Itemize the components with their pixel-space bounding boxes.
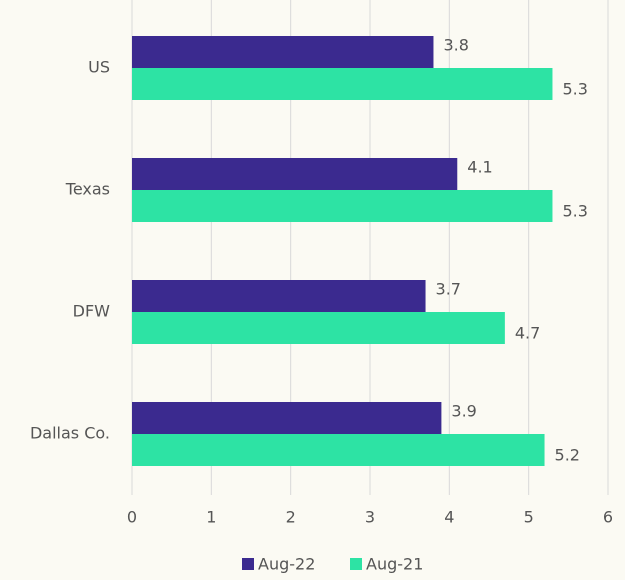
x-tick-label: 3 <box>365 508 375 527</box>
x-tick-label: 1 <box>206 508 216 527</box>
x-tick-label: 0 <box>127 508 137 527</box>
data-label: 3.9 <box>451 402 476 421</box>
data-label: 3.7 <box>436 280 461 299</box>
x-tick-label: 6 <box>603 508 613 527</box>
legend-swatch <box>350 558 362 570</box>
data-label: 3.8 <box>443 36 468 55</box>
x-tick-label: 4 <box>444 508 454 527</box>
x-tick-label: 2 <box>286 508 296 527</box>
data-label: 5.3 <box>562 80 587 99</box>
y-tick-label: Dallas Co. <box>30 424 110 443</box>
data-label: 5.2 <box>555 446 580 465</box>
bar <box>132 280 426 312</box>
data-label: 5.3 <box>562 202 587 221</box>
bar <box>132 434 545 466</box>
x-tick-label: 5 <box>524 508 534 527</box>
bar <box>132 158 458 190</box>
bar <box>132 312 505 344</box>
data-label: 4.7 <box>515 324 540 343</box>
legend-label: Aug-22 <box>258 555 315 574</box>
bar <box>132 36 434 68</box>
bar <box>132 190 553 222</box>
data-label: 4.1 <box>467 158 492 177</box>
y-tick-label: US <box>88 58 110 77</box>
bar <box>132 402 442 434</box>
legend-swatch <box>242 558 254 570</box>
legend-label: Aug-21 <box>366 555 423 574</box>
y-tick-label: Texas <box>65 180 110 199</box>
bar <box>132 68 553 100</box>
y-tick-label: DFW <box>73 302 111 321</box>
